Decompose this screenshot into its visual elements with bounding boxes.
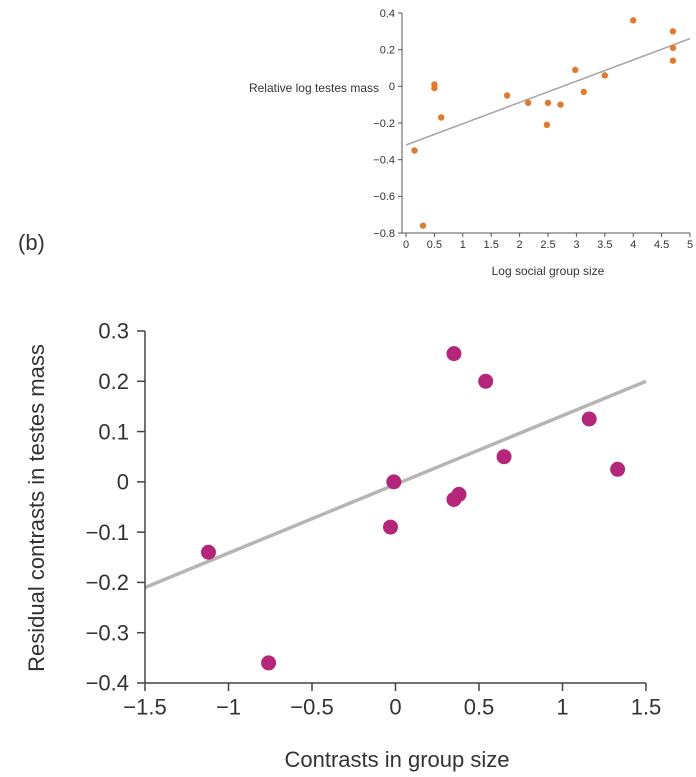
chart-a-x-tick-label: 4	[630, 239, 636, 251]
chart-b-y-tick-label: 0.2	[98, 369, 129, 394]
chart-a-data-point	[601, 72, 608, 79]
chart-a-trend-layer	[405, 37, 691, 146]
chart-a-x-tick-label: 4.5	[654, 239, 669, 251]
chart-a-data-point	[419, 222, 427, 229]
chart-b-x-tick-label: 1	[556, 695, 568, 720]
chart-a-x-tick-label: 1	[460, 239, 466, 251]
chart-b-data-point	[478, 373, 494, 389]
chart-b-data-point	[446, 491, 462, 507]
chart-b-points-layer	[200, 346, 626, 671]
chart-b-data-point	[386, 474, 402, 490]
chart-b-y-axis-label: Residual contrasts in testes mass	[24, 344, 49, 672]
chart-a-y-tick-label: −0.4	[373, 155, 395, 167]
chart-a-data-point	[669, 44, 677, 52]
chart-a-data-point	[669, 28, 677, 35]
chart-a-data-point	[431, 84, 438, 92]
chart-a-x-tick-label: 0.5	[427, 239, 442, 251]
chart-a-trend-line	[405, 37, 691, 146]
chart-a-y-axis-label: Relative log testes mass	[249, 81, 379, 95]
chart-b-data-point	[261, 655, 277, 671]
chart-a-x-tick-label: 3.5	[597, 239, 612, 251]
chart-a-data-point	[572, 66, 579, 74]
chart-b-axes: 0.3 0.2 0.1 0 −0.1 −0.2 −0.3 −0.4−1.5 −1 −0.5 0 0.5…	[86, 319, 662, 720]
chart-a-y-tick-label: −0.6	[373, 191, 395, 203]
chart-b-data-point	[496, 449, 512, 465]
chart-a-points-layer	[411, 17, 677, 229]
chart-b-data-point	[581, 411, 597, 427]
panel-b-label: (b)	[18, 230, 45, 255]
chart-a-x-tick-label: 2.5	[540, 239, 555, 251]
chart-a-x-axis-label: Log social group size	[492, 264, 605, 278]
chart-a-data-point	[411, 147, 418, 154]
chart-b-x-tick-label: 0.5	[464, 695, 495, 720]
chart-a-x-tick-label: 0	[403, 239, 409, 251]
chart-b-data-point	[451, 486, 467, 502]
chart-a-data-point	[557, 101, 564, 108]
chart-a-data-point	[543, 121, 551, 129]
chart-a-data-point	[630, 17, 637, 24]
chart-b-y-tick-label: −0.3	[86, 620, 129, 645]
chart-a-y-tick-label: −0.8	[373, 228, 395, 240]
chart-a-x-tick-label: 5	[687, 239, 693, 251]
chart-b-y-tick-label: −0.1	[86, 520, 129, 545]
chart-a-data-point	[524, 99, 532, 107]
chart-b-data-point	[382, 519, 398, 535]
chart-b-y-tick-label: −0.2	[86, 570, 129, 595]
chart-b-data-point	[446, 346, 462, 362]
chart-b-y-tick-label: 0	[117, 470, 129, 495]
chart-a-data-point	[580, 88, 587, 96]
chart-b-x-tick-label: 0	[389, 695, 401, 720]
chart-b-trend-line	[144, 379, 647, 590]
chart-a-y-tick-label: 0.2	[380, 45, 395, 57]
chart-a-x-tick-label: 2	[517, 239, 523, 251]
chart-a-y-tick-label: −0.2	[373, 118, 395, 130]
chart-b-x-tick-label: −1	[216, 695, 241, 720]
chart-b-x-tick-label: −0.5	[290, 695, 333, 720]
chart-a: 0.4 0.2 0 −0.2 −0.4 −0.6 −0.8 0 0.5 1 1.5 2 2.5 3 3.5 4…	[249, 8, 693, 278]
chart-a-x-tick-label: 1.5	[484, 239, 499, 251]
chart-b-trend-layer	[144, 379, 647, 590]
chart-a-y-tick-label: 0	[389, 81, 395, 93]
chart-a-axes: 0.4 0.2 0 −0.2 −0.4 −0.6 −0.8 0 0.5 1 1.5 2 2.5 3 3.5 4…	[373, 8, 693, 251]
chart-b-x-tick-label: 1.5	[631, 695, 662, 720]
chart-a-x-tick-label: 3	[573, 239, 579, 251]
chart-b-x-axis-label: Contrasts in group size	[285, 747, 510, 772]
chart-b-data-point	[610, 461, 626, 477]
chart-a-y-tick-label: 0.4	[380, 8, 395, 20]
chart-b-x-tick-label: −1.5	[123, 695, 166, 720]
chart-b-y-tick-label: 0.1	[98, 419, 129, 444]
chart-a-data-point	[544, 99, 552, 107]
chart-b-y-tick-label: 0.3	[98, 319, 129, 344]
chart-a-data-point	[669, 57, 677, 64]
chart-a-data-point	[503, 92, 511, 99]
chart-a-data-point	[438, 114, 445, 121]
chart-b-y-tick-label: −0.4	[86, 671, 129, 696]
chart-b-data-point	[200, 544, 216, 560]
